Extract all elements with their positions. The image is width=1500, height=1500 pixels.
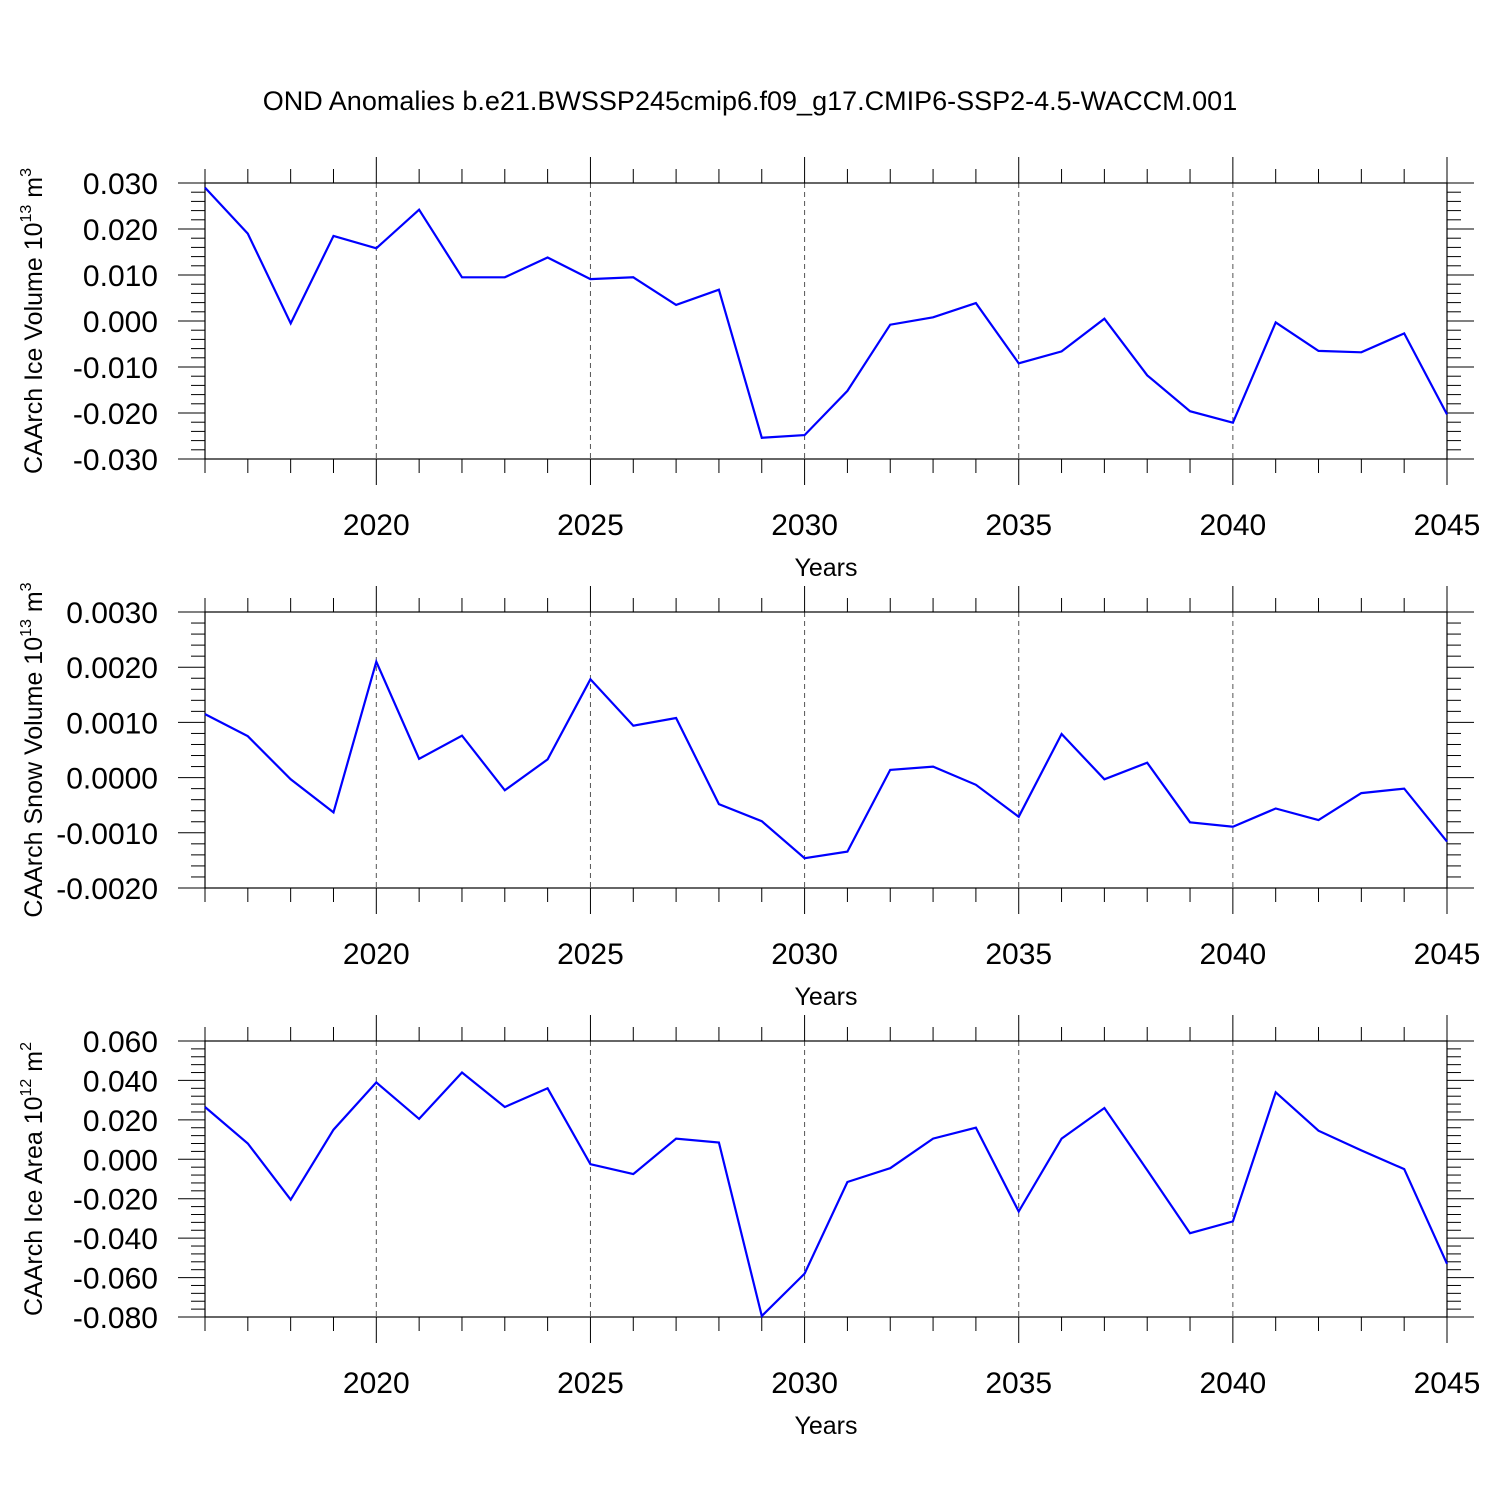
y-tick-label: -0.0010 [56,818,158,851]
y-tick-label: -0.020 [73,1184,158,1217]
y-tick-label: 0.040 [83,1065,158,1098]
y-tick-label: -0.040 [73,1223,158,1256]
x-tick-label: 2045 [1414,938,1481,971]
x-tick-label: 2035 [985,509,1052,542]
x-tick-label: 2020 [343,938,410,971]
y-tick-label: 0.060 [83,1026,158,1059]
y-tick-label: 0.0000 [66,763,158,796]
y-tick-label: 0.020 [83,214,158,247]
x-tick-label: 2025 [557,938,624,971]
y-axis-label: CAArch Snow Volume 1013 m3 [18,582,48,917]
y-tick-label: 0.0020 [66,652,158,685]
series-line [204,186,1448,439]
x-tick-label: 2025 [557,509,624,542]
figure-title: OND Anomalies b.e21.BWSSP245cmip6.f09_g1… [263,86,1237,116]
chart-panel-3: 2020 2025 2030 2035 2040 2045 -0.080 -0.060 -0.0… [18,1015,1480,1440]
x-tick-label: 2045 [1414,509,1481,542]
chart-panel-2: 2020 2025 2030 2035 2040 2045 -0.0020 -0.0010 0.… [18,582,1480,1011]
x-axis-label: Years [794,1412,857,1440]
y-tick-label: -0.0020 [56,873,158,906]
y-tick-label: -0.060 [73,1263,158,1296]
x-tick-label: 2045 [1414,1367,1481,1400]
plot-frame [204,1040,1448,1318]
x-tick-label: 2020 [343,509,410,542]
y-tick-label: -0.020 [73,398,158,431]
chart-panel-1: 2020 2025 2030 2035 2040 2045 -0.030 -0.020 -0.0… [18,157,1480,582]
y-tick-label: 0.0010 [66,707,158,740]
x-axis-label: Years [794,983,857,1011]
y-axis-label: CAArch Ice Volume 1013 m3 [18,168,48,474]
y-tick-label: 0.000 [83,1144,158,1177]
y-tick-label: -0.080 [73,1302,158,1335]
y-tick-label: -0.010 [73,352,158,385]
y-axis-label: CAArch Ice Area 1012 m2 [18,1042,48,1316]
x-tick-label: 2030 [771,509,838,542]
x-tick-label: 2035 [985,1367,1052,1400]
x-tick-label: 2040 [1199,509,1266,542]
panels: 2020 2025 2030 2035 2040 2045 -0.030 -0.020 -0.0… [18,157,1480,1440]
y-tick-label: 0.000 [83,306,158,339]
y-tick-label: 0.020 [83,1105,158,1138]
x-tick-label: 2040 [1199,1367,1266,1400]
x-tick-label: 2025 [557,1367,624,1400]
x-tick-label: 2040 [1199,938,1266,971]
x-tick-label: 2030 [771,1367,838,1400]
y-tick-label: -0.030 [73,444,158,477]
y-tick-label: 0.030 [83,168,158,201]
series-line [204,658,1448,860]
y-tick-label: 0.010 [83,260,158,293]
y-tick-label: 0.0030 [66,597,158,630]
series-line [204,1070,1449,1319]
x-axis-label: Years [794,554,857,582]
x-tick-label: 2020 [343,1367,410,1400]
x-tick-label: 2030 [771,938,838,971]
plot-frame [204,611,1448,889]
x-tick-label: 2035 [985,938,1052,971]
plot-frame [204,182,1448,460]
